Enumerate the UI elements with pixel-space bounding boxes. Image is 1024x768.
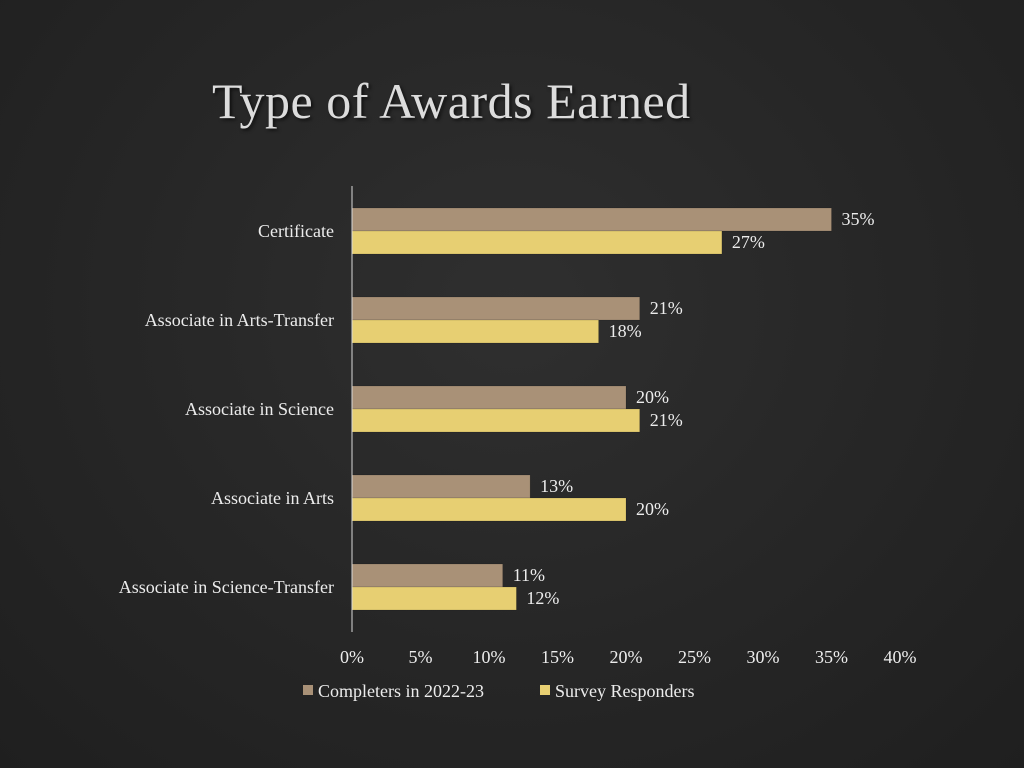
slide-title: Type of Awards Earned [212,73,691,129]
legend-label: Survey Responders [555,681,694,701]
data-label: 11% [513,565,545,585]
category-label: Associate in Science [185,399,334,419]
data-label: 12% [526,588,559,608]
category-label: Certificate [258,221,334,241]
data-label: 21% [650,298,683,318]
data-label: 21% [650,410,683,430]
x-tick-label: 30% [747,647,780,667]
x-tick-label: 25% [678,647,711,667]
data-label: 20% [636,387,669,407]
bar-survey-responders [351,408,640,433]
data-label: 18% [609,321,642,341]
x-tick-label: 0% [340,647,364,667]
data-label: 35% [842,209,875,229]
category-label: Associate in Arts-Transfer [145,310,334,330]
legend-label: Completers in 2022-23 [318,681,484,701]
x-tick-label: 15% [541,647,574,667]
bar-survey-responders [351,586,517,611]
x-tick-label: 20% [610,647,643,667]
category-label: Associate in Science-Transfer [119,577,334,597]
data-label: 20% [636,499,669,519]
x-tick-label: 35% [815,647,848,667]
data-label: 13% [540,476,573,496]
bar-completers [351,563,503,588]
x-tick-label: 5% [409,647,433,667]
data-label: 27% [732,232,765,252]
bar-survey-responders [351,230,723,255]
legend-swatch-survey-responders [540,685,550,695]
x-tick-label: 40% [884,647,917,667]
bar-completers [351,385,627,410]
bar-completers [351,474,531,499]
bar-completers [351,207,832,232]
x-tick-label: 10% [473,647,506,667]
bar-survey-responders [351,497,627,522]
bar-survey-responders [351,319,599,344]
legend-swatch-completers [303,685,313,695]
bar-completers [351,296,640,321]
category-label: Associate in Arts [211,488,334,508]
